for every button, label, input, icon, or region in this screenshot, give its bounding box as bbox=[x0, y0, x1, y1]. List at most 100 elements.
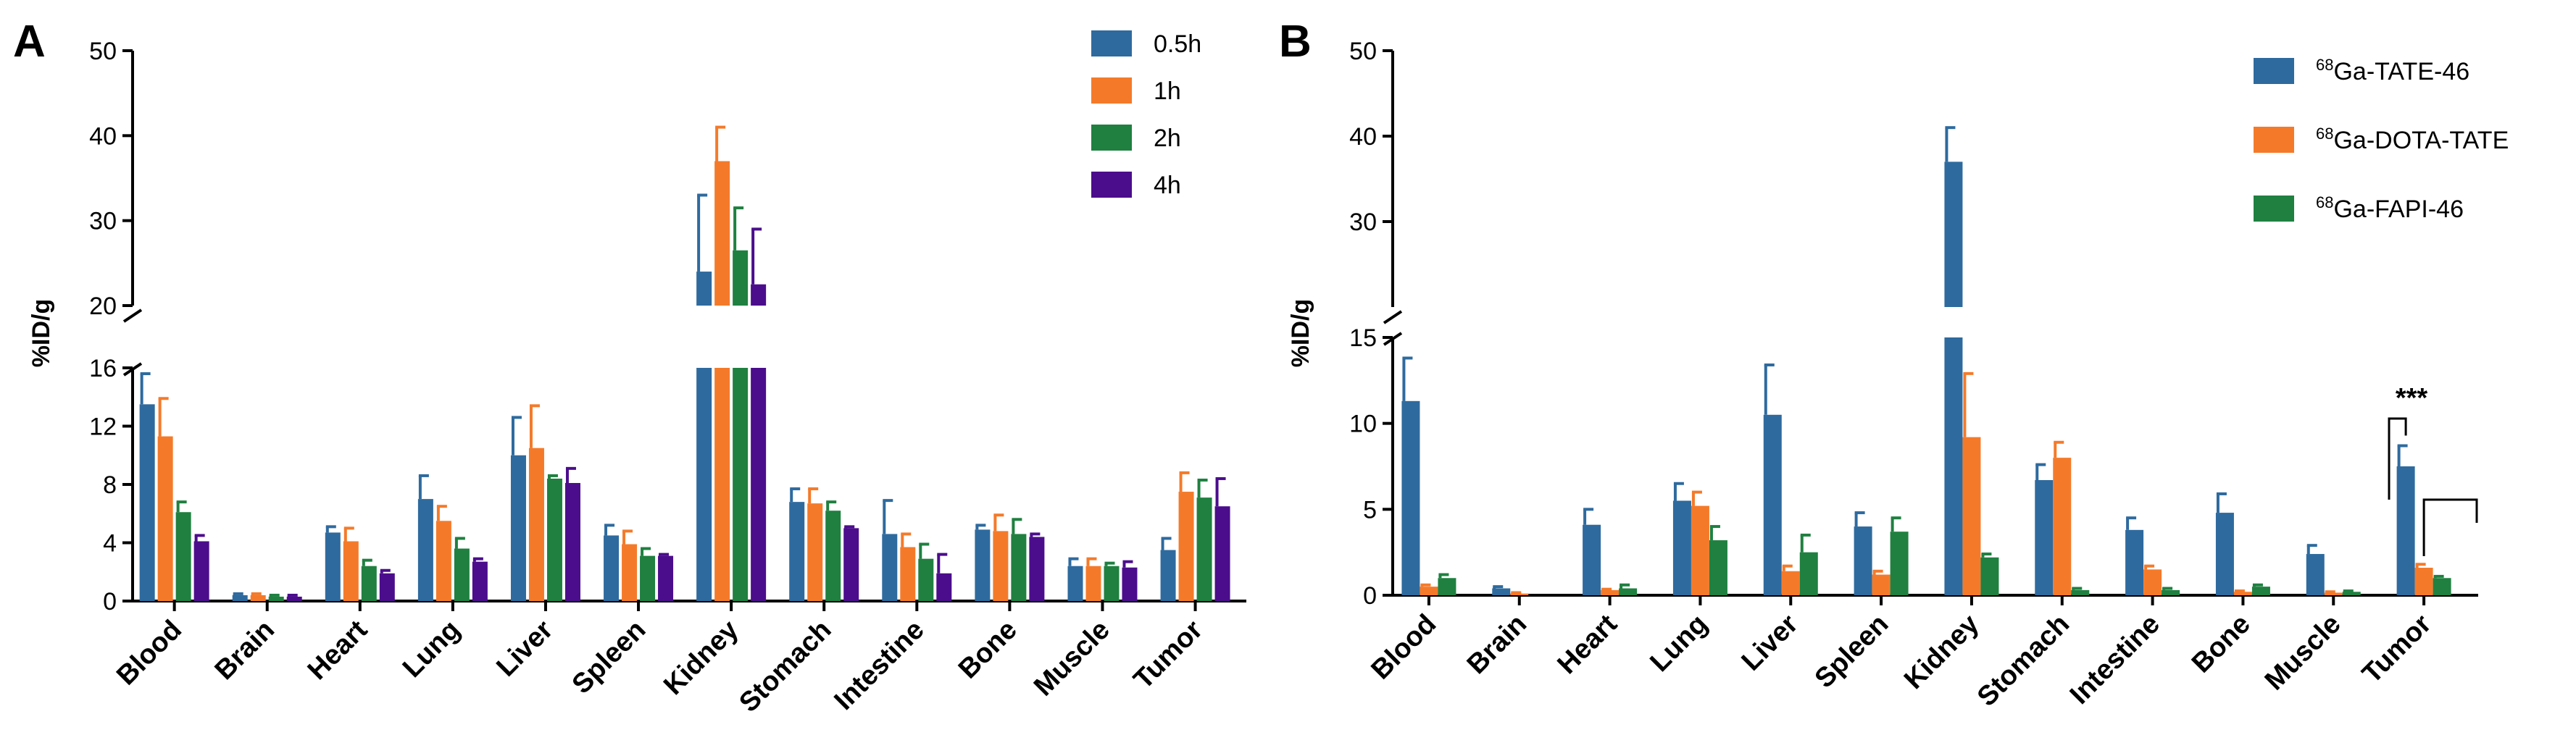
b-bar-kidney-68ga-fapi-46 bbox=[1980, 557, 1999, 595]
panel-b-bars bbox=[1401, 161, 2451, 595]
b-category-label-liver: Liver bbox=[1736, 609, 1804, 677]
a-bar-tumor-0-5h bbox=[1160, 550, 1176, 601]
panel-b-sig-bracket-inner bbox=[2422, 498, 2478, 556]
b-y-tick-label: 40 bbox=[1349, 123, 1377, 151]
b-legend-swatch-68ga-fapi-46 bbox=[2254, 196, 2294, 222]
a-category-label-lung: Lung bbox=[397, 615, 466, 684]
b-category-label-kidney: Kidney bbox=[1898, 609, 1985, 695]
a-category-label-spleen: Spleen bbox=[567, 615, 652, 700]
b-bar-liver-68ga-fapi-46 bbox=[1799, 552, 1818, 595]
a-bar-liver-2h bbox=[546, 478, 562, 601]
a-bar-muscle-4h bbox=[1122, 567, 1138, 601]
a-bar-brain-1h bbox=[250, 595, 266, 601]
a-bar-kidney-2h-lower bbox=[733, 368, 749, 601]
b-bar-muscle-68ga-tate-46 bbox=[2306, 554, 2325, 595]
b-legend-label-68ga-dota-tate: 68Ga-DOTA-TATE bbox=[2316, 125, 2509, 154]
a-legend-swatch-2h bbox=[1091, 125, 1132, 151]
panel-a-axes: 0 4 8 12 16 20 30 40 50 bbox=[89, 38, 1246, 616]
a-category-label-liver: Liver bbox=[491, 615, 559, 683]
a-bar-liver-0-5h bbox=[510, 455, 526, 601]
a-bar-muscle-1h bbox=[1085, 566, 1101, 601]
b-legend-label-68ga-fapi-46: 68Ga-FAPI-46 bbox=[2316, 193, 2464, 223]
b-bar-kidney-68ga-dota-tate bbox=[1962, 437, 1981, 595]
a-legend-swatch-0-5h bbox=[1091, 30, 1132, 56]
panel-a-error-bars bbox=[140, 125, 1226, 597]
b-bar-liver-68ga-tate-46 bbox=[1763, 414, 1782, 595]
b-category-label-stomach: Stomach bbox=[1972, 609, 2075, 713]
a-y-tick-label: 50 bbox=[89, 38, 117, 65]
panel-a-bars bbox=[139, 161, 1230, 601]
panel-b-legend: 68Ga-TATE-46 68Ga-DOTA-TATE 68Ga-FAPI-46 bbox=[2254, 56, 2509, 223]
a-category-label-stomach: Stomach bbox=[733, 615, 837, 718]
a-bar-spleen-0-5h bbox=[604, 535, 620, 601]
a-bar-brain-4h bbox=[286, 596, 302, 601]
b-category-label-intestine: Intestine bbox=[2064, 609, 2166, 710]
a-y-tick-label: 0 bbox=[103, 588, 117, 616]
b-bar-stomach-68ga-fapi-46 bbox=[2071, 589, 2090, 595]
b-bar-spleen-68ga-dota-tate bbox=[1872, 574, 1891, 595]
b-bar-spleen-68ga-tate-46 bbox=[1854, 526, 1872, 595]
b-y-tick-label: 5 bbox=[1363, 496, 1377, 524]
b-bar-stomach-68ga-dota-tate bbox=[2053, 458, 2072, 595]
a-bar-bone-0-5h bbox=[975, 529, 991, 601]
a-bar-stomach-1h bbox=[807, 503, 823, 601]
panel-b-significance: *** bbox=[2388, 383, 2478, 556]
b-category-label-blood: Blood bbox=[1365, 609, 1442, 686]
panel-a-category-labels: Blood Brain Heart Lung Liver Spleen KidneyStom… bbox=[111, 614, 1209, 718]
a-bar-blood-0-5h bbox=[139, 404, 155, 601]
a-legend-label-2h: 2h bbox=[1154, 125, 1181, 152]
a-bar-muscle-2h bbox=[1104, 566, 1120, 601]
b-category-label-brain: Brain bbox=[1462, 609, 1533, 680]
a-legend-swatch-4h bbox=[1091, 172, 1132, 198]
b-y-tick-label: 0 bbox=[1363, 582, 1377, 610]
panel-b: B %ID/g 0 5 10 15 30 40 50 Blood Brain Heart Lung… bbox=[1279, 17, 2509, 713]
a-bar-lung-1h bbox=[435, 521, 451, 601]
panel-a-letter: A bbox=[13, 17, 46, 67]
a-legend-label-1h: 1h bbox=[1154, 77, 1181, 105]
a-bar-muscle-0-5h bbox=[1067, 566, 1083, 601]
b-y-tick-label: 30 bbox=[1349, 209, 1377, 236]
b-bar-intestine-68ga-fapi-46 bbox=[2162, 589, 2180, 595]
panel-b-error-bars bbox=[1402, 126, 2444, 595]
b-category-label-tumor: Tumor bbox=[2356, 609, 2437, 689]
a-bar-spleen-4h bbox=[658, 555, 674, 601]
a-bar-spleen-1h bbox=[622, 544, 638, 601]
b-y-tick-label: 10 bbox=[1349, 411, 1377, 438]
a-bar-lung-2h bbox=[454, 548, 470, 601]
b-bar-intestine-68ga-dota-tate bbox=[2143, 569, 2162, 595]
a-bar-kidney-4h-lower bbox=[751, 368, 767, 601]
b-bar-tumor-68ga-fapi-46 bbox=[2433, 578, 2451, 595]
a-category-label-muscle: Muscle bbox=[1028, 615, 1116, 702]
b-bar-kidney-68ga-tate-46-upper bbox=[1944, 161, 1963, 307]
a-bar-kidney-1h-upper bbox=[714, 161, 730, 306]
a-category-label-heart: Heart bbox=[302, 614, 374, 686]
a-y-tick-label: 8 bbox=[103, 471, 117, 499]
a-legend-swatch-1h bbox=[1091, 77, 1132, 104]
b-bar-tumor-68ga-dota-tate bbox=[2414, 568, 2433, 595]
a-bar-spleen-2h bbox=[640, 555, 656, 601]
b-bar-stomach-68ga-tate-46 bbox=[2035, 479, 2054, 595]
a-bar-blood-1h bbox=[157, 436, 173, 601]
b-legend-swatch-68ga-dota-tate bbox=[2254, 127, 2294, 153]
panel-a-legend: 0.5h 1h 2h 4h bbox=[1091, 30, 1201, 199]
panel-b-axes: 0 5 10 15 30 40 50 bbox=[1349, 38, 2478, 610]
b-bar-kidney-68ga-tate-46-lower bbox=[1944, 337, 1963, 595]
b-category-label-muscle: Muscle bbox=[2259, 609, 2347, 697]
a-bar-bone-2h bbox=[1011, 534, 1027, 601]
a-bar-brain-2h bbox=[268, 596, 284, 601]
a-bar-intestine-0-5h bbox=[882, 534, 898, 601]
a-bar-heart-1h bbox=[343, 541, 359, 601]
b-bar-liver-68ga-dota-tate bbox=[1781, 571, 1800, 595]
b-category-label-spleen: Spleen bbox=[1809, 609, 1895, 694]
a-bar-bone-4h bbox=[1029, 537, 1045, 601]
a-category-label-kidney: Kidney bbox=[658, 615, 744, 701]
panel-b-category-labels: Blood Brain Heart Lung Liver Spleen KidneyStom… bbox=[1365, 608, 2437, 712]
a-bar-bone-1h bbox=[993, 531, 1009, 601]
a-category-label-blood: Blood bbox=[111, 615, 188, 692]
b-bar-bone-68ga-dota-tate bbox=[2233, 592, 2252, 595]
a-category-label-bone: Bone bbox=[953, 615, 1023, 685]
a-bar-brain-0-5h bbox=[232, 595, 248, 601]
a-bar-lung-0-5h bbox=[417, 499, 433, 601]
b-bar-heart-68ga-dota-tate bbox=[1601, 589, 1620, 595]
